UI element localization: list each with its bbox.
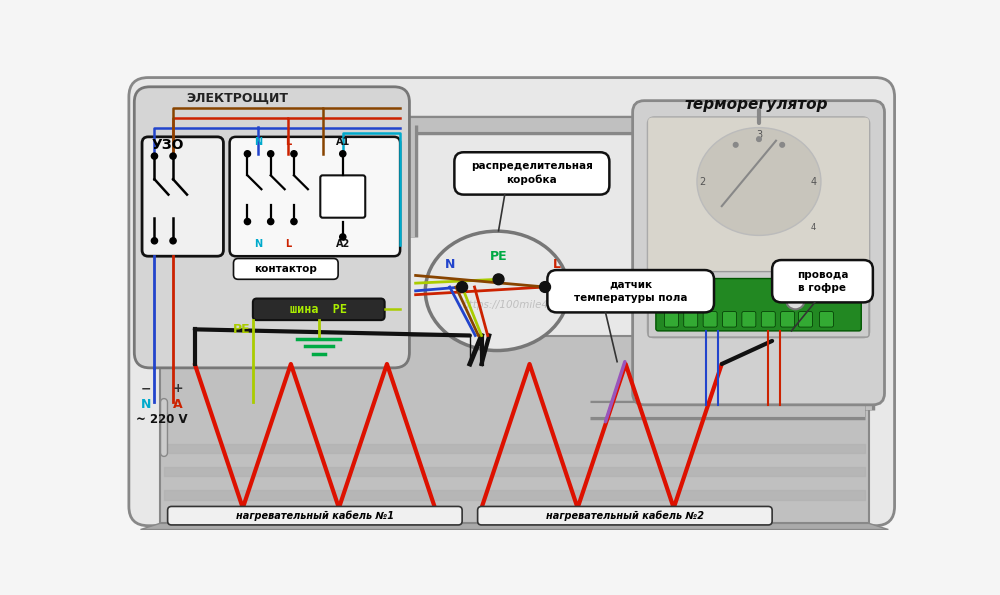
FancyBboxPatch shape bbox=[703, 312, 717, 327]
Text: 2: 2 bbox=[699, 177, 706, 186]
FancyBboxPatch shape bbox=[819, 312, 833, 327]
Text: нагревательный кабель №1: нагревательный кабель №1 bbox=[236, 511, 394, 521]
Text: N: N bbox=[254, 239, 262, 249]
Text: PE: PE bbox=[490, 250, 507, 263]
Circle shape bbox=[493, 274, 504, 284]
Circle shape bbox=[244, 151, 251, 157]
FancyBboxPatch shape bbox=[684, 312, 698, 327]
FancyBboxPatch shape bbox=[168, 506, 462, 525]
Text: терморегулятор: терморегулятор bbox=[685, 97, 828, 112]
Circle shape bbox=[268, 218, 274, 225]
Circle shape bbox=[733, 143, 738, 147]
FancyBboxPatch shape bbox=[742, 312, 756, 327]
Text: N: N bbox=[254, 137, 262, 148]
Text: L: L bbox=[553, 258, 561, 271]
Text: N: N bbox=[141, 398, 151, 411]
Circle shape bbox=[780, 143, 785, 147]
FancyBboxPatch shape bbox=[798, 312, 812, 327]
Text: L: L bbox=[285, 137, 291, 148]
Text: ЭЛЕКТРОЩИТ: ЭЛЕКТРОЩИТ bbox=[186, 92, 288, 105]
Circle shape bbox=[170, 238, 176, 244]
Text: L: L bbox=[285, 239, 291, 249]
FancyBboxPatch shape bbox=[129, 77, 895, 526]
Circle shape bbox=[340, 234, 346, 240]
FancyBboxPatch shape bbox=[656, 278, 861, 331]
Circle shape bbox=[340, 151, 346, 157]
FancyBboxPatch shape bbox=[648, 118, 869, 271]
Text: https://100mile4.ru: https://100mile4.ru bbox=[462, 300, 563, 310]
Circle shape bbox=[151, 238, 158, 244]
FancyBboxPatch shape bbox=[478, 506, 772, 525]
Ellipse shape bbox=[425, 231, 569, 350]
Text: провода
в гофре: провода в гофре bbox=[797, 270, 848, 293]
Text: нагревательный кабель №2: нагревательный кабель №2 bbox=[546, 511, 704, 521]
Text: −: − bbox=[141, 383, 151, 396]
FancyBboxPatch shape bbox=[723, 312, 736, 327]
Text: контактор: контактор bbox=[254, 264, 317, 274]
Circle shape bbox=[170, 153, 176, 159]
Text: 4: 4 bbox=[811, 223, 816, 232]
Text: +: + bbox=[172, 383, 183, 396]
FancyBboxPatch shape bbox=[648, 118, 869, 337]
Text: N: N bbox=[445, 258, 456, 271]
FancyBboxPatch shape bbox=[253, 299, 385, 320]
Circle shape bbox=[786, 291, 805, 309]
Circle shape bbox=[540, 281, 550, 292]
Circle shape bbox=[291, 151, 297, 157]
Polygon shape bbox=[140, 524, 888, 530]
Text: 3: 3 bbox=[756, 130, 762, 140]
Text: A2: A2 bbox=[336, 239, 351, 249]
Circle shape bbox=[151, 153, 158, 159]
FancyBboxPatch shape bbox=[320, 176, 365, 218]
Circle shape bbox=[457, 281, 468, 292]
Circle shape bbox=[244, 218, 251, 225]
Text: УЗО: УЗО bbox=[151, 137, 184, 152]
FancyBboxPatch shape bbox=[781, 312, 795, 327]
Text: A: A bbox=[173, 398, 183, 411]
Text: распределительная
коробка: распределительная коробка bbox=[471, 161, 593, 186]
Text: ~ 220 V: ~ 220 V bbox=[136, 414, 188, 426]
FancyBboxPatch shape bbox=[454, 152, 609, 195]
FancyBboxPatch shape bbox=[547, 270, 714, 312]
FancyBboxPatch shape bbox=[230, 137, 400, 256]
FancyBboxPatch shape bbox=[648, 271, 869, 337]
FancyBboxPatch shape bbox=[633, 101, 885, 405]
Ellipse shape bbox=[697, 127, 821, 236]
Text: датчик
температуры пола: датчик температуры пола bbox=[574, 280, 687, 303]
Circle shape bbox=[757, 137, 761, 142]
FancyBboxPatch shape bbox=[142, 137, 223, 256]
FancyBboxPatch shape bbox=[772, 260, 873, 302]
Circle shape bbox=[268, 151, 274, 157]
FancyBboxPatch shape bbox=[664, 312, 678, 327]
Circle shape bbox=[291, 218, 297, 225]
Polygon shape bbox=[160, 336, 869, 524]
Text: PE: PE bbox=[232, 323, 250, 336]
FancyBboxPatch shape bbox=[761, 312, 775, 327]
FancyBboxPatch shape bbox=[234, 258, 338, 279]
Text: 4: 4 bbox=[810, 177, 816, 186]
Text: шина  PE: шина PE bbox=[290, 303, 347, 316]
FancyBboxPatch shape bbox=[134, 87, 409, 368]
Text: A1: A1 bbox=[336, 137, 351, 148]
